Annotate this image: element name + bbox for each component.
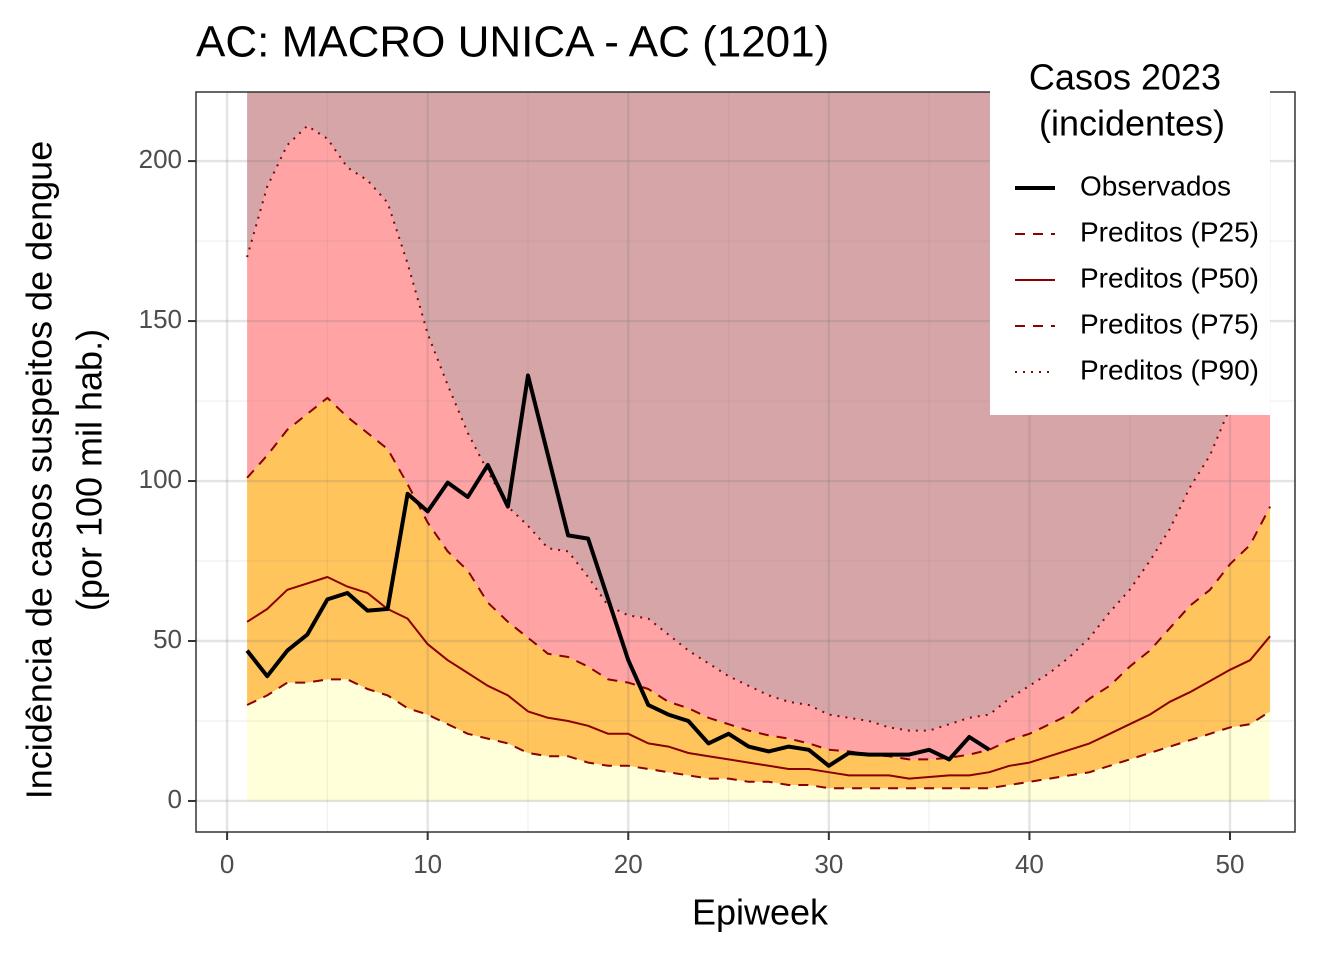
series-line (246, 124, 1272, 732)
legend-label: Preditos (P90) (1080, 354, 1259, 385)
legend-label: Preditos (P75) (1080, 308, 1259, 339)
panel-border (195, 91, 1296, 833)
legend-label: Observados (1080, 170, 1231, 201)
y-tick-label: 150 (139, 304, 182, 334)
y-tick-label: 50 (153, 624, 182, 654)
chart-title: AC: MACRO UNICA - AC (1201) (196, 18, 829, 67)
band (247, 679, 1271, 801)
legend-title: Casos 2023 (1029, 57, 1221, 98)
x-tick-label: 40 (1015, 849, 1044, 879)
y-tick-label: 100 (139, 464, 182, 494)
x-tick-label: 50 (1216, 849, 1245, 879)
series-line (246, 678, 1271, 790)
legend-label: Preditos (P50) (1080, 262, 1259, 293)
legend-label: Preditos (P25) (1080, 216, 1259, 247)
y-axis-label: (por 100 mil hab.) (69, 329, 110, 611)
x-tick-label: 20 (614, 849, 643, 879)
band (247, 397, 1271, 789)
band (247, 125, 1271, 760)
x-tick-label: 0 (220, 849, 234, 879)
y-tick-label: 200 (139, 144, 182, 174)
series-line (245, 373, 991, 768)
y-axis-label: Incidência de casos suspeitos de dengue (19, 141, 60, 799)
series-line (246, 576, 1271, 780)
y-tick-label: 0 (168, 784, 182, 814)
legend-title: (incidentes) (1039, 103, 1225, 144)
x-tick-label: 30 (814, 849, 843, 879)
x-tick-label: 10 (413, 849, 442, 879)
x-axis-label: Epiweek (692, 892, 829, 933)
